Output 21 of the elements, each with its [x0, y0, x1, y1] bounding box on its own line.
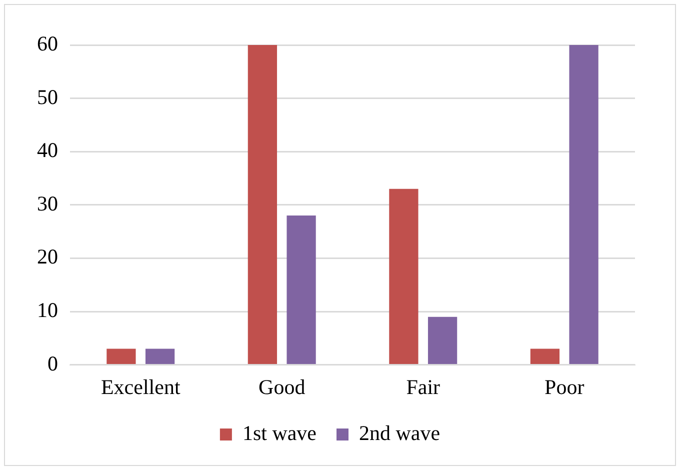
bar — [248, 45, 278, 364]
bar — [145, 348, 175, 364]
bar — [428, 316, 458, 364]
x-tick-label: Excellent — [100, 374, 180, 399]
legend-label: 2nd wave — [359, 421, 440, 446]
y-tick-label: 50 — [37, 84, 58, 109]
y-tick-label: 30 — [37, 191, 58, 216]
x-tick-label: Good — [258, 374, 306, 399]
y-tick-label: 20 — [37, 244, 58, 269]
bar — [286, 216, 316, 364]
y-tick-label: 60 — [37, 32, 58, 56]
x-tick-label: Poor — [544, 374, 584, 399]
legend-label: 1st wave — [242, 421, 317, 446]
bar — [106, 348, 136, 364]
y-tick-label: 10 — [37, 298, 58, 322]
y-tick-label: 0 — [48, 351, 58, 376]
x-tick-label: Fair — [406, 374, 440, 399]
bar — [569, 45, 598, 364]
y-tick-label: 40 — [37, 138, 58, 162]
bar — [389, 188, 418, 364]
bar — [530, 348, 560, 364]
